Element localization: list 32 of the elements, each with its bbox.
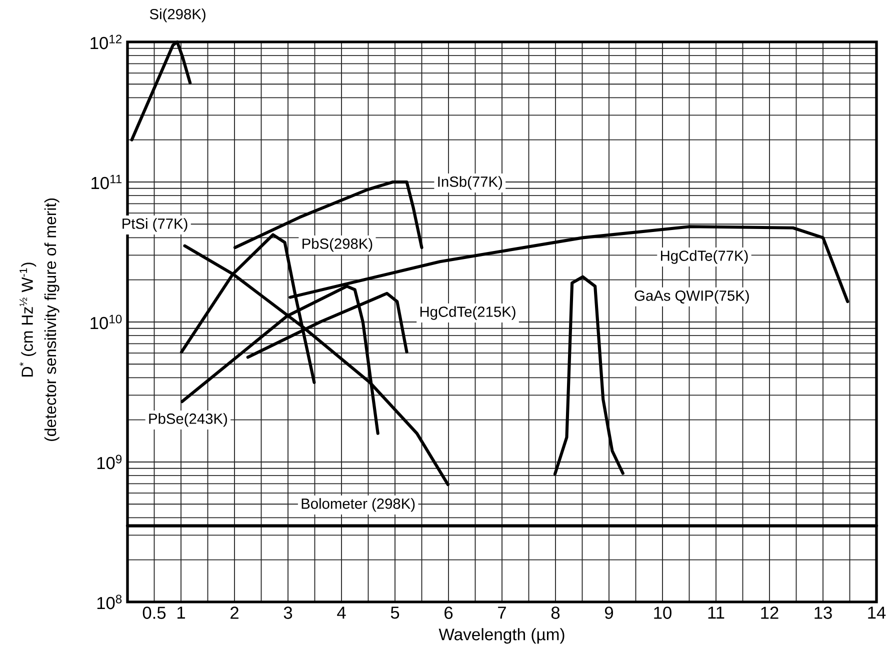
series-label: HgCdTe(77K) (661, 250, 748, 264)
x-tick-label: 3 (284, 606, 292, 619)
series-label: PbSe(243K) (149, 413, 227, 427)
y-tick-label: 10$^{11}$ (92, 174, 122, 190)
series-label: Si(298K) (150, 8, 206, 22)
x-axis-title: Wavelength (µm) (438, 628, 564, 644)
x-tick-label: 1 (177, 606, 185, 619)
x-tick-label: 14 (868, 606, 886, 619)
series-label: InSb(77K) (438, 176, 502, 190)
x-tick-label: 4 (337, 606, 346, 619)
x-tick-label: 8 (551, 606, 560, 619)
x-tick-label: 0.5 (142, 606, 166, 619)
x-tick-label: 9 (604, 606, 613, 619)
x-tick-label: 6 (444, 606, 453, 619)
x-tick-label: 2 (230, 606, 238, 619)
series-label: PtSi (77K) (122, 218, 188, 232)
y-tick-label: 10$^{9}$ (97, 454, 122, 470)
series-label: PbS(298K) (302, 238, 372, 252)
text: (detector sensitivity figure of merit) (44, 198, 60, 442)
y-tick-label: 10$^{10}$ (90, 314, 122, 330)
x-tick-label: 5 (390, 606, 400, 619)
y-axis-title: D$^{*}$ (cm Hz$^{½}$ W$^{-1}$) (20, 262, 36, 376)
y-tick-label: 10$^{12}$ (90, 34, 122, 50)
x-tick-label: 10 (654, 606, 672, 619)
series-label: Bolometer (298K) (302, 498, 415, 512)
x-tick-label: 13 (814, 606, 832, 619)
y-tick-label: 10$^{8}$ (97, 594, 122, 610)
x-tick-label: 7 (498, 606, 506, 619)
x-tick-label: 12 (761, 606, 778, 619)
x-tick-label: 11 (708, 606, 724, 619)
text: GaAs QWIP(75K) (634, 290, 749, 304)
series-label: HgCdTe(215K) (420, 306, 516, 320)
